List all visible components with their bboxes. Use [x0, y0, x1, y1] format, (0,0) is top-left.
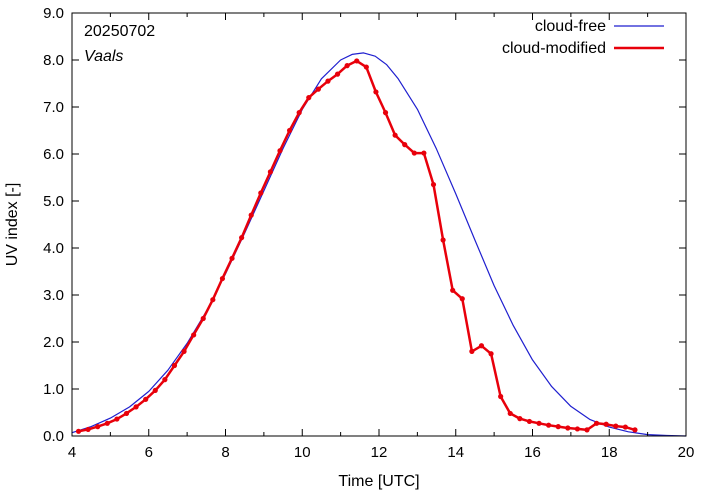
- x-tick-label: 12: [371, 444, 388, 461]
- data-point-cloud-modified: [258, 190, 264, 196]
- y-axis-title: UV index [-]: [4, 183, 21, 267]
- data-point-cloud-modified: [75, 428, 82, 434]
- data-point-cloud-modified: [219, 275, 226, 282]
- series-line-cloud-modified: [78, 59, 636, 433]
- data-point-cloud-modified: [565, 425, 571, 431]
- x-tick-label: 4: [68, 444, 76, 461]
- data-point-cloud-modified: [210, 297, 216, 303]
- data-point-cloud-modified: [603, 421, 609, 427]
- x-tick-label: 10: [294, 444, 311, 461]
- data-point-cloud-modified: [229, 255, 235, 261]
- y-tick-label: 4.0: [43, 240, 64, 257]
- data-point-cloud-modified: [373, 89, 379, 95]
- data-point-cloud-modified: [498, 393, 504, 400]
- data-point-cloud-modified: [478, 343, 485, 349]
- y-tick-label: 5.0: [43, 193, 64, 210]
- data-point-cloud-modified: [181, 348, 187, 354]
- data-point-cloud-modified: [450, 287, 456, 293]
- data-point-cloud-modified: [459, 296, 465, 302]
- legend-label-cloud-free: cloud-free: [535, 18, 606, 35]
- y-tick-label: 6.0: [43, 146, 64, 163]
- y-tick-label: 8.0: [43, 52, 64, 69]
- data-point-cloud-modified: [526, 418, 533, 425]
- data-point-cloud-modified: [574, 426, 580, 432]
- data-point-cloud-modified: [440, 237, 446, 243]
- data-point-cloud-modified: [171, 362, 178, 369]
- data-point-cloud-modified: [133, 404, 139, 410]
- y-tick-label: 9.0: [43, 5, 64, 22]
- data-point-cloud-modified: [296, 110, 302, 116]
- data-point-cloud-modified: [334, 71, 341, 77]
- data-point-cloud-modified: [392, 132, 398, 138]
- data-point-cloud-modified: [354, 58, 360, 64]
- y-tick-label: 2.0: [43, 334, 64, 351]
- x-tick-label: 18: [601, 444, 618, 461]
- series-line-cloud-free: [71, 52, 687, 437]
- data-point-cloud-modified: [584, 427, 590, 433]
- data-point-cloud-modified: [306, 95, 312, 101]
- y-tick-label: 1.0: [43, 381, 64, 398]
- x-axis-ticks: 4 6 8 10 12 14 16 18 20: [68, 13, 695, 461]
- y-axis-ticks: 0.0 1.0 2.0 3.0 4.0 5.0 6.0 7.0 8.0 9.0: [43, 5, 686, 445]
- data-point-cloud-modified: [536, 420, 542, 426]
- data-point-cloud-modified: [200, 315, 206, 322]
- legend: cloud-free cloud-modified: [502, 18, 664, 57]
- x-tick-label: 20: [678, 444, 695, 461]
- y-tick-label: 0.0: [43, 428, 64, 445]
- legend-label-cloud-modified: cloud-modified: [502, 40, 606, 57]
- data-point-cloud-modified: [402, 142, 408, 148]
- data-point-cloud-modified: [152, 387, 158, 394]
- data-point-cloud-modified: [411, 150, 417, 156]
- x-axis-title: Time [UTC]: [338, 473, 419, 490]
- data-point-cloud-modified: [286, 127, 293, 134]
- x-tick-label: 14: [447, 444, 464, 461]
- data-point-cloud-modified: [191, 332, 197, 338]
- data-point-cloud-modified: [143, 396, 149, 402]
- data-point-cloud-modified: [622, 424, 628, 430]
- x-tick-label: 16: [524, 444, 541, 461]
- data-point-cloud-modified: [555, 424, 561, 430]
- data-point-cloud-modified: [593, 420, 600, 426]
- data-point-cloud-modified: [363, 64, 369, 70]
- date-annotation: 20250702: [84, 23, 155, 40]
- data-point-cloud-modified: [162, 377, 168, 383]
- data-point-cloud-modified: [95, 424, 101, 430]
- data-point-cloud-modified: [104, 420, 110, 426]
- data-point-cloud-modified: [114, 416, 120, 422]
- data-point-cloud-modified: [85, 426, 91, 433]
- x-tick-label: 8: [221, 444, 229, 461]
- site-annotation: Vaals: [84, 48, 123, 65]
- data-point-cloud-modified: [123, 410, 130, 417]
- data-point-cloud-modified: [421, 150, 427, 156]
- data-point-cloud-modified: [277, 148, 283, 154]
- y-tick-label: 7.0: [43, 99, 64, 116]
- data-point-cloud-modified: [325, 78, 331, 84]
- data-point-cloud-modified: [248, 212, 254, 218]
- data-point-cloud-modified: [632, 427, 638, 433]
- data-point-cloud-modified: [613, 423, 619, 429]
- x-tick-label: 6: [145, 444, 153, 461]
- data-point-cloud-modified: [546, 422, 552, 428]
- y-tick-label: 3.0: [43, 287, 64, 304]
- series-layer: [71, 52, 687, 437]
- data-point-cloud-modified: [469, 348, 475, 354]
- data-point-cloud-modified: [315, 86, 321, 92]
- data-point-cloud-modified: [382, 110, 389, 116]
- data-point-cloud-modified: [430, 181, 437, 188]
- plot-frame: [71, 12, 687, 437]
- data-point-cloud-modified: [344, 63, 350, 69]
- data-point-cloud-modified: [239, 235, 245, 241]
- data-point-cloud-modified: [507, 410, 513, 417]
- data-point-cloud-modified: [267, 169, 273, 175]
- data-point-cloud-modified: [517, 416, 523, 422]
- data-point-cloud-modified: [488, 351, 494, 357]
